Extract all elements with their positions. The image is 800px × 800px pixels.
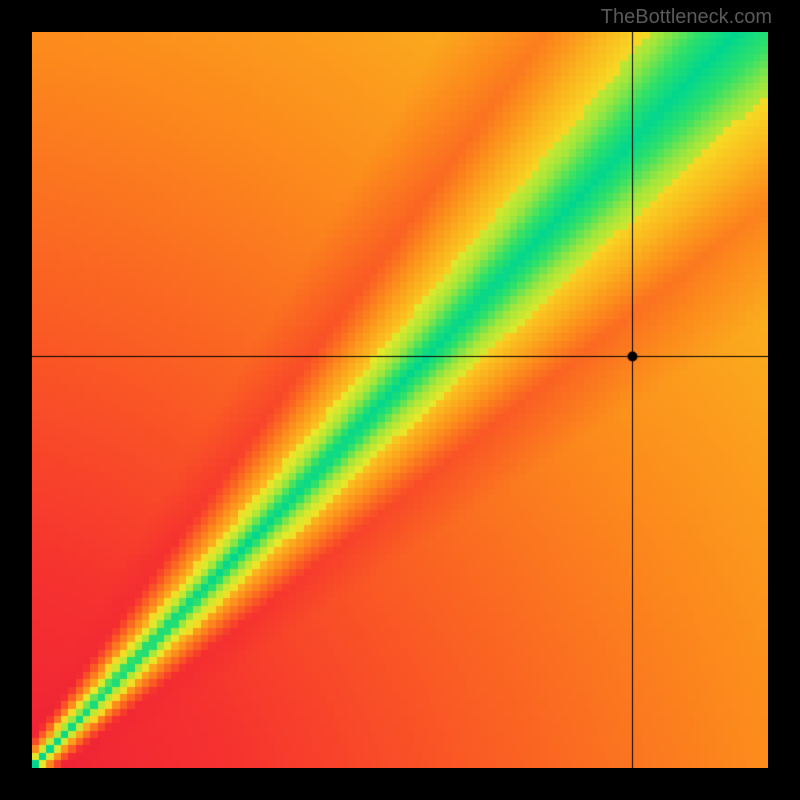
chart-container: TheBottleneck.com [0, 0, 800, 800]
bottleneck-heatmap [32, 32, 768, 768]
watermark-text: TheBottleneck.com [601, 6, 772, 29]
